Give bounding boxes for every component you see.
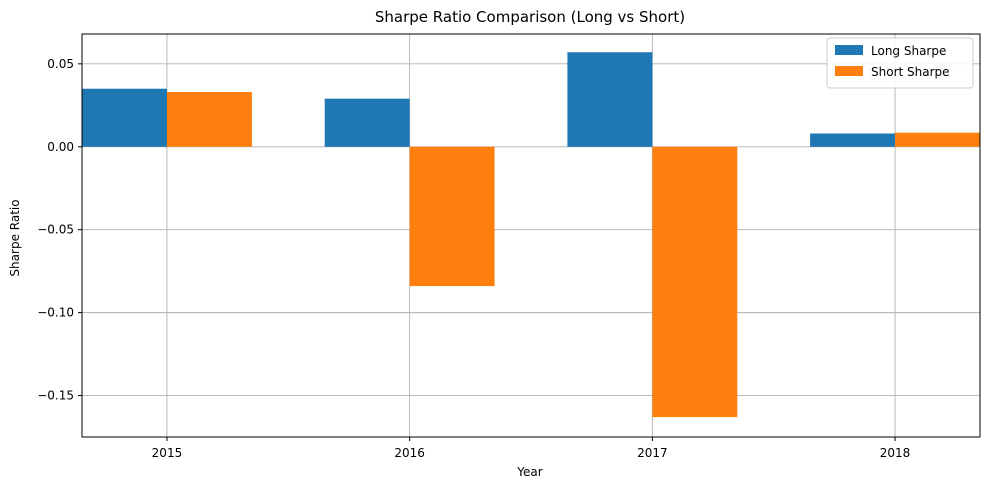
legend-swatch — [835, 45, 863, 55]
bar-long-sharpe-2015 — [82, 88, 167, 147]
bar-long-sharpe-2018 — [810, 133, 896, 147]
x-axis-label: Year — [516, 465, 542, 479]
y-tick-label: 0.05 — [47, 57, 74, 71]
bar-long-sharpe-2016 — [324, 98, 410, 147]
legend: Long Sharpe Short Sharpe — [826, 37, 974, 89]
legend-label: Long Sharpe — [871, 44, 946, 58]
y-tick-label: 0.00 — [47, 140, 74, 154]
x-tick-label: 2017 — [637, 446, 668, 460]
legend-box — [826, 37, 974, 89]
y-tick-label: −0.10 — [37, 306, 74, 320]
axis-ticks: 0.05 0.00 −0.05 −0.10 −0.15 2015 2016 2017 2018 — [37, 57, 910, 460]
x-tick-label: 2015 — [152, 446, 183, 460]
bar-long-sharpe-2017 — [567, 52, 653, 147]
bar-short-sharpe-2017 — [652, 146, 738, 418]
bars — [82, 52, 980, 418]
chart-title: Sharpe Ratio Comparison (Long vs Short) — [375, 8, 685, 26]
y-tick-label: −0.05 — [37, 223, 74, 237]
x-tick-label: 2018 — [880, 446, 911, 460]
x-tick-label: 2016 — [394, 446, 425, 460]
plot-frame — [81, 33, 981, 438]
legend-label: Short Sharpe — [871, 65, 950, 79]
y-axis-label: Sharpe Ratio — [8, 199, 22, 276]
bar-short-sharpe-2018 — [895, 132, 980, 147]
y-tick-label: −0.15 — [37, 389, 74, 403]
bar-short-sharpe-2016 — [409, 146, 495, 287]
legend-swatch — [835, 66, 863, 76]
bar-short-sharpe-2015 — [166, 92, 252, 147]
